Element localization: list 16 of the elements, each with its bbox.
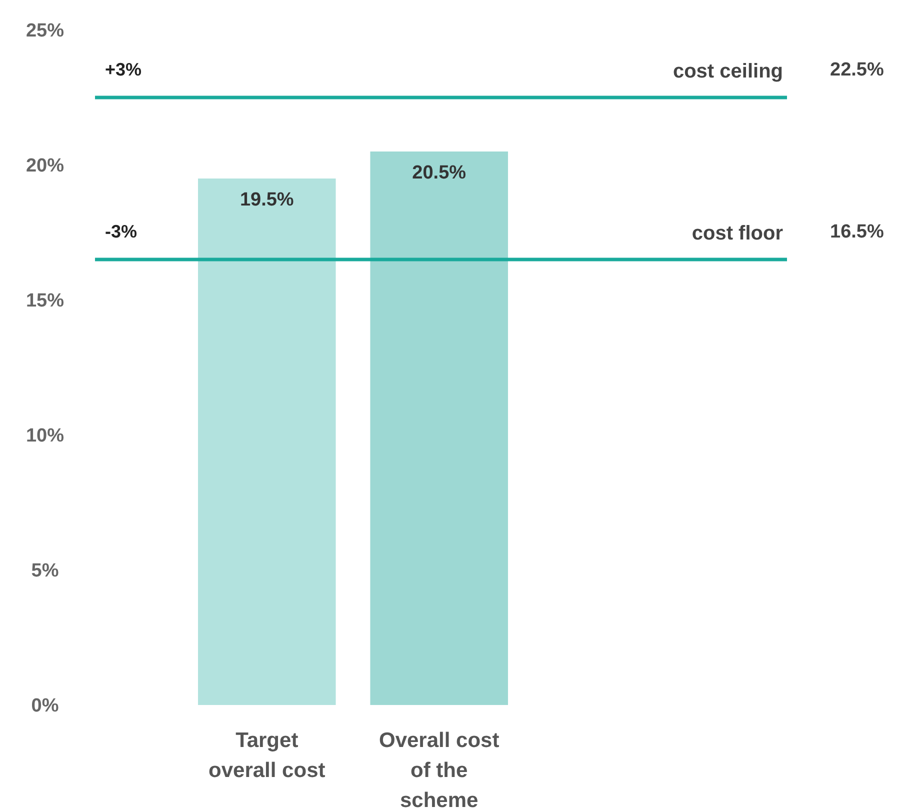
x-tick-label: Target overall cost [208, 729, 326, 782]
annotation: +3% [105, 60, 142, 80]
x-tick-label: Overall cost of the scheme [378, 729, 500, 812]
text: 16.5% [830, 222, 884, 242]
y-tick-label: 25% [26, 20, 64, 42]
ref-line-label: cost ceiling [672, 60, 783, 82]
y-tick-label: 0% [31, 696, 59, 717]
y-tick-label: 15% [26, 290, 64, 312]
y-tick-label: 10% [26, 426, 64, 447]
data-label: 20.5% [412, 162, 466, 184]
y-tick-label: 5% [31, 560, 59, 582]
annotation: -3% [105, 222, 138, 242]
ref-line-label: cost floor [692, 222, 784, 244]
data-label: 19.5% [240, 190, 294, 210]
text: 22.5% [830, 60, 884, 80]
y-tick-label: 20% [26, 156, 64, 177]
